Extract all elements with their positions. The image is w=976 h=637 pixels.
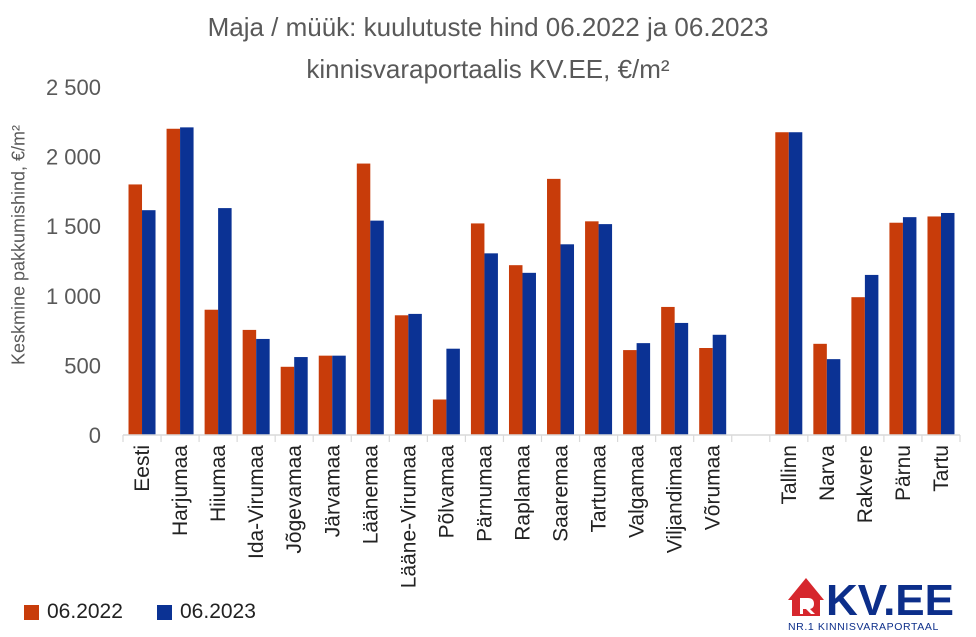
bar-2022 — [775, 132, 789, 436]
legend-swatch-2022 — [24, 604, 39, 620]
x-tick-label: Võrumaa — [702, 445, 725, 531]
axes — [122, 434, 961, 442]
bar-2022 — [927, 216, 941, 435]
bar-2023 — [408, 313, 422, 435]
bar-2022 — [204, 309, 219, 435]
x-tick-label: Harjumaa — [169, 445, 192, 536]
x-tick-label: Jõgevamaa — [283, 445, 306, 554]
y-tick-label: 0 — [89, 423, 101, 448]
bar-2023 — [788, 132, 803, 436]
x-tick-label: Ida-Virumaa — [245, 445, 268, 559]
bars — [128, 127, 955, 436]
bar-2023 — [218, 208, 232, 435]
logo-wordmark: KV.EE — [826, 576, 954, 625]
bar-2023 — [712, 334, 727, 435]
x-tick-label: Saaremaa — [550, 445, 573, 542]
x-tick-label: Tartumaa — [588, 445, 611, 533]
y-axis-ticks: 0 500 1 000 1 500 2 000 2 500 — [46, 75, 101, 448]
x-tick-label: Narva — [816, 445, 839, 501]
legend-label-2023: 06.2023 — [180, 600, 256, 623]
bar-2023 — [674, 322, 689, 435]
bar-2022 — [470, 223, 485, 435]
x-tick-label: Pärnumaa — [473, 445, 496, 542]
bar-2023 — [142, 210, 156, 435]
legend-item-2023: 06.2023 — [157, 600, 256, 624]
bar-2022 — [356, 163, 371, 435]
bar-2023 — [522, 272, 536, 435]
x-tick-label: Rakvere — [854, 445, 877, 523]
bar-2023 — [864, 274, 879, 435]
bar-2023 — [560, 244, 575, 435]
bar-2022 — [318, 355, 333, 435]
y-tick-label: 1 000 — [46, 284, 101, 309]
bar-2022 — [851, 297, 865, 435]
bar-2022 — [432, 399, 447, 435]
bar-2023 — [370, 220, 384, 435]
bar-2023 — [598, 224, 613, 435]
bar-2023 — [940, 212, 955, 435]
y-tick-label: 2 500 — [46, 75, 101, 100]
bar-2022 — [699, 348, 713, 435]
bar-2022 — [242, 329, 257, 435]
y-tick-label: 2 000 — [46, 145, 101, 170]
legend-label-2022: 06.2022 — [47, 600, 123, 623]
bar-2023 — [256, 338, 270, 435]
bar-2023 — [826, 359, 841, 435]
bar-2023 — [446, 348, 460, 435]
bar-2022 — [166, 128, 181, 435]
house-icon — [788, 578, 824, 616]
bar-2022 — [813, 343, 827, 435]
x-tick-label: Läänemaa — [359, 445, 382, 545]
bar-2022 — [394, 315, 409, 435]
y-tick-label: 1 500 — [46, 214, 101, 239]
x-axis-ticks: Eesti Harjumaa Hiiumaa Ida-Virumaa Jõgevamaa… — [131, 445, 953, 589]
x-tick-label: Tartu — [930, 445, 953, 492]
kv-ee-logo: KV.EE NR.1 KINNISVARAPORTAAL — [788, 576, 954, 633]
bar-2022 — [128, 184, 143, 435]
x-tick-label: Eesti — [131, 445, 154, 492]
bar-2022 — [661, 306, 675, 435]
logo-tagline: NR.1 KINNISVARAPORTAAL — [788, 621, 939, 633]
bar-2023 — [294, 357, 308, 435]
x-tick-label: Tallinn — [778, 445, 801, 505]
x-tick-label: Järvamaa — [321, 445, 344, 538]
chart-title: Maja / müük: kuulutuste hind 06.2022 ja … — [207, 12, 769, 42]
bar-2023 — [636, 343, 651, 435]
bar-2022 — [280, 366, 295, 435]
x-tick-label: Hiiumaa — [207, 445, 230, 522]
bar-2022 — [623, 350, 637, 435]
x-tick-label: Pärnu — [892, 445, 915, 501]
legend-item-2022: 06.2022 — [24, 600, 123, 624]
x-tick-label: Valgamaa — [626, 445, 649, 538]
legend-swatch-2023 — [157, 604, 172, 620]
x-tick-label: Põlvamaa — [435, 445, 458, 539]
x-tick-label: Viljandimaa — [664, 445, 687, 553]
bar-2023 — [180, 127, 194, 436]
x-tick-label: Raplamaa — [511, 445, 534, 541]
bar-2022 — [889, 222, 903, 435]
chart-subtitle: kinnisvaraportaalis KV.EE, €/m² — [306, 54, 670, 84]
bar-2023 — [484, 253, 498, 435]
bar-2023 — [902, 217, 917, 435]
y-tick-label: 500 — [64, 353, 101, 378]
bar-2022 — [585, 221, 599, 435]
x-tick-label: Lääne-Virumaa — [397, 445, 420, 589]
bar-2022 — [508, 265, 523, 435]
bar-2022 — [547, 178, 561, 435]
bar-2023 — [332, 355, 346, 435]
